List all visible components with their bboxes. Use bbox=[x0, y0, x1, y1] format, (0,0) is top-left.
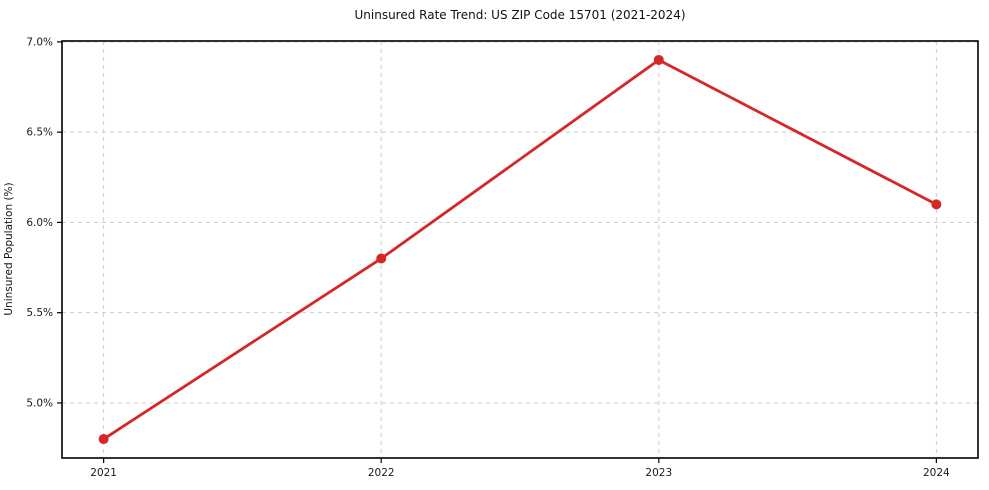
trend-line bbox=[102, 58, 938, 441]
data-point bbox=[376, 253, 387, 264]
y-tick-label: 5.0% bbox=[26, 397, 53, 409]
chart-title: Uninsured Rate Trend: US ZIP Code 15701 … bbox=[354, 8, 686, 22]
x-tick-label: 2022 bbox=[368, 467, 395, 479]
x-tick-label: 2023 bbox=[645, 467, 672, 479]
x-tick-label: 2024 bbox=[923, 467, 950, 479]
data-point bbox=[931, 199, 942, 210]
y-tick-label: 6.5% bbox=[26, 127, 53, 139]
y-tick-label: 5.5% bbox=[26, 307, 53, 319]
y-tick-label: 6.0% bbox=[26, 217, 53, 229]
y-tick-label: 7.0% bbox=[26, 36, 53, 48]
data-point bbox=[653, 54, 664, 65]
x-tick-label: 2021 bbox=[90, 467, 117, 479]
plot-border bbox=[61, 40, 979, 459]
data-point bbox=[98, 434, 109, 445]
